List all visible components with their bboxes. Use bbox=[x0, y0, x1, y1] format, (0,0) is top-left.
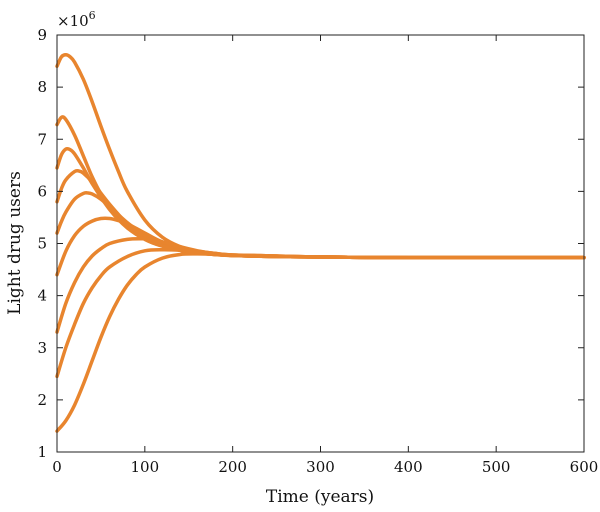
x-tick-label-300: 300 bbox=[306, 458, 335, 476]
y-tick-label-2: 2 bbox=[37, 391, 47, 409]
y-axis: 1 2 3 4 5 6 7 8 9 bbox=[37, 26, 584, 461]
x-axis: 0 100 200 300 400 500 600 bbox=[52, 35, 598, 476]
y-tick-label-6: 6 bbox=[37, 182, 47, 200]
y-multiplier: ×106 bbox=[57, 9, 96, 30]
y-tick-label-3: 3 bbox=[37, 339, 47, 357]
x-tick-label-600: 600 bbox=[570, 458, 599, 476]
series-layer bbox=[55, 53, 586, 433]
x-tick-label-500: 500 bbox=[482, 458, 511, 476]
series-line-6 bbox=[55, 216, 586, 277]
series-line-9 bbox=[55, 252, 586, 433]
y-tick-label-8: 8 bbox=[37, 78, 47, 96]
series-line-5 bbox=[55, 191, 586, 260]
y-tick-label-4: 4 bbox=[37, 287, 47, 305]
series-line-3 bbox=[55, 146, 586, 260]
y-tick-label-9: 9 bbox=[37, 26, 47, 44]
plot-frame bbox=[56, 34, 585, 453]
x-tick-label-100: 100 bbox=[131, 458, 160, 476]
y-axis-title: Light drug users bbox=[5, 171, 25, 315]
series-line-8 bbox=[55, 247, 586, 379]
y-tick-label-1: 1 bbox=[37, 443, 47, 461]
series-line-4 bbox=[55, 168, 586, 260]
x-axis-title: Time (years) bbox=[266, 487, 374, 507]
x-tick-label-0: 0 bbox=[52, 458, 62, 476]
y-tick-label-5: 5 bbox=[37, 235, 47, 253]
x-tick-label-200: 200 bbox=[218, 458, 247, 476]
series-line-2 bbox=[55, 115, 586, 260]
x-tick-label-400: 400 bbox=[394, 458, 423, 476]
y-tick-label-7: 7 bbox=[37, 130, 47, 148]
